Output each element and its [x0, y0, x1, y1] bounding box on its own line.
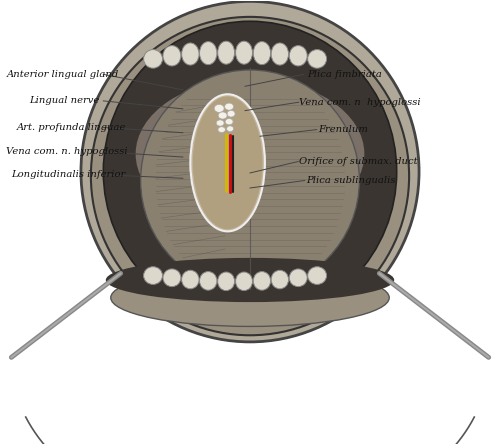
Text: Lingual nerve: Lingual nerve — [28, 97, 99, 105]
Ellipse shape — [224, 103, 234, 110]
Text: Anterior lingual gland: Anterior lingual gland — [6, 70, 118, 79]
Ellipse shape — [308, 267, 326, 284]
Ellipse shape — [144, 49, 163, 68]
Ellipse shape — [182, 270, 199, 289]
Ellipse shape — [193, 97, 262, 229]
Ellipse shape — [236, 272, 252, 291]
Ellipse shape — [290, 269, 307, 287]
Text: Art. profunda linguae: Art. profunda linguae — [16, 123, 126, 132]
Ellipse shape — [144, 267, 163, 284]
Ellipse shape — [225, 118, 233, 125]
Ellipse shape — [214, 105, 224, 113]
Ellipse shape — [227, 110, 235, 117]
Ellipse shape — [271, 270, 288, 289]
Ellipse shape — [111, 269, 389, 327]
Text: Orifice of submax. duct: Orifice of submax. duct — [298, 157, 418, 166]
Ellipse shape — [81, 1, 419, 342]
Ellipse shape — [218, 112, 227, 119]
Ellipse shape — [163, 269, 181, 287]
Ellipse shape — [190, 94, 265, 231]
Ellipse shape — [200, 42, 217, 65]
Text: Frenulum: Frenulum — [318, 125, 368, 134]
Text: Plica sublingualis: Plica sublingualis — [306, 176, 395, 185]
Ellipse shape — [200, 271, 217, 290]
Ellipse shape — [271, 43, 288, 65]
Ellipse shape — [218, 41, 234, 64]
Text: Vena com. n  hypoglossi: Vena com. n hypoglossi — [298, 98, 420, 107]
Ellipse shape — [218, 127, 226, 133]
Ellipse shape — [218, 272, 234, 291]
Ellipse shape — [140, 70, 360, 291]
Ellipse shape — [236, 41, 252, 64]
Ellipse shape — [290, 45, 307, 66]
Ellipse shape — [308, 49, 326, 68]
Ellipse shape — [163, 45, 181, 66]
Ellipse shape — [104, 21, 397, 322]
Ellipse shape — [253, 271, 270, 290]
Ellipse shape — [226, 126, 234, 132]
Text: Plica fimbriata: Plica fimbriata — [307, 70, 382, 79]
Ellipse shape — [216, 120, 224, 126]
Ellipse shape — [253, 42, 270, 65]
Ellipse shape — [91, 17, 409, 335]
Ellipse shape — [182, 43, 199, 65]
Text: Longitudinalis inferior: Longitudinalis inferior — [12, 170, 126, 179]
Ellipse shape — [106, 258, 394, 302]
Ellipse shape — [136, 79, 364, 229]
Text: Vena com. n. hypoglossi: Vena com. n. hypoglossi — [6, 147, 128, 156]
